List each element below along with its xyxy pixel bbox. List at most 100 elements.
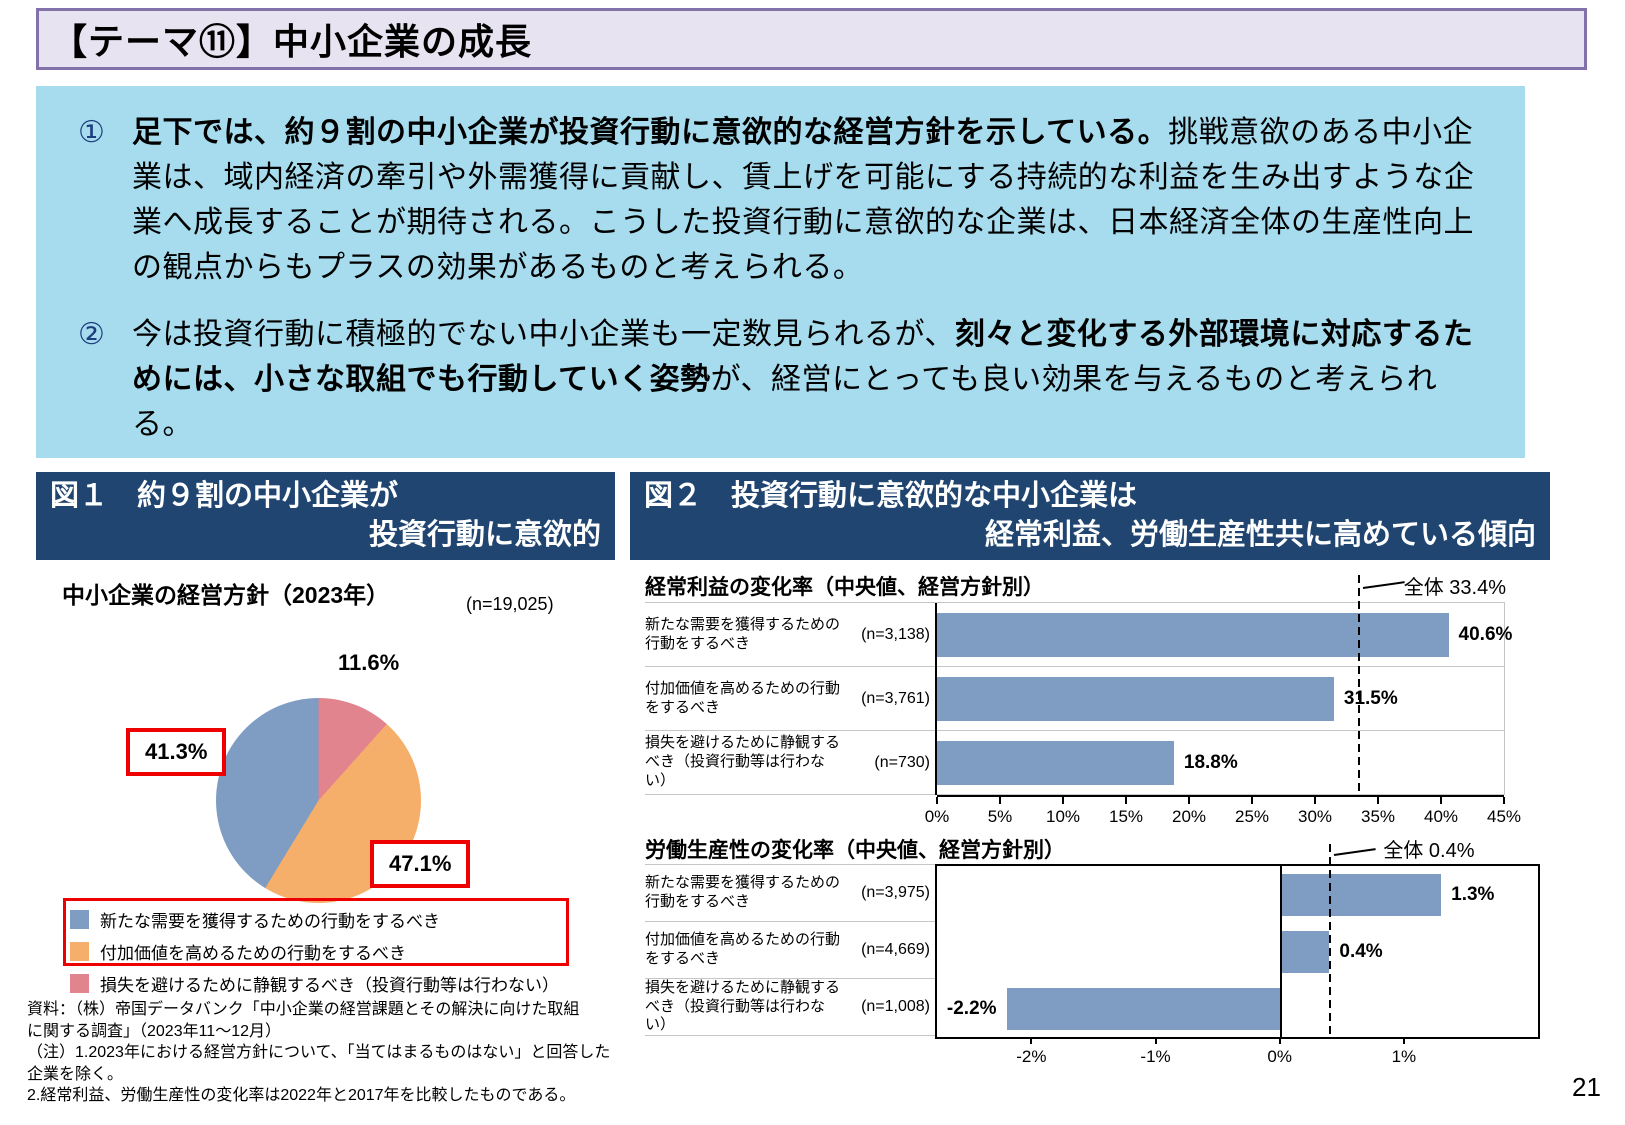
bar (1279, 873, 1442, 916)
bar-value-label: 31.5% (1343, 687, 1398, 709)
source-line: 2.経常利益、労働生産性の変化率は2022年と2017年を比較したものである。 (27, 1087, 576, 1105)
category-label: 新たな需要を獲得するための 行動をするべき (645, 615, 841, 652)
point-text: 今は投資行動に積極的でない中小企業も一定数見られるが、刻々と変化する外部環境に対… (132, 312, 1495, 447)
x-tick-label: 0% (1267, 1047, 1293, 1066)
legend-item: 付加価値を高めるための行動をするべき (70, 935, 575, 967)
legend-label: 損失を避けるために静観するべき（投資行動等は行わない） (100, 975, 559, 995)
overall-label: 全体 33.4% (1403, 577, 1506, 599)
summary-point-1: ① 足下では、約９割の中小企業が投資行動に意欲的な経営方針を示している。挑戦意欲… (78, 110, 1495, 290)
bar-row: 1.3% (937, 866, 1538, 923)
pie-chart-title: 中小企業の経営方針（2023年） (62, 582, 390, 608)
overall-label: 全体 0.4% (1383, 840, 1475, 862)
bar-row: 31.5% (937, 667, 1504, 731)
fig1-header-line2: 投資行動に意欲的 (368, 519, 601, 551)
zero-baseline (1279, 866, 1282, 1037)
bar-row: 18.8% (937, 731, 1504, 795)
legend-item: 損失を避けるために静観するべき（投資行動等は行わない） (70, 967, 575, 999)
category-n: (n=730) (874, 753, 930, 771)
category-label: 新たな需要を獲得するための 行動をするべき (645, 874, 841, 910)
plot-area: 1.3% 0.4% -2.2% 全体 0.4% -2% -1% 0% 1% (935, 840, 1540, 1066)
x-tick-mark (1440, 797, 1442, 804)
plot-area: 40.6% 31.5% 18.8% 全体 33.4% 0% 5% 10% 15% 20%… (925, 575, 1521, 826)
page-title-text: 【テーマ⑪】中小企業の成長 (51, 21, 533, 62)
fig1-header: 図１ 約９割の中小企業が 投資行動に意欲的 (36, 472, 615, 560)
category-n: (n=3,975) (861, 884, 930, 901)
x-tick-mark (936, 797, 938, 804)
category-label-cell: 損失を避けるために静観する べき（投資行動等は行わな い） (n=730) (645, 731, 935, 795)
point-number: ① (78, 116, 105, 149)
point-number: ② (78, 318, 105, 351)
point-text: 足下では、約９割の中小企業が投資行動に意欲的な経営方針を示している。挑戦意欲のあ… (132, 110, 1495, 290)
pie-value-box-blue: 41.3% (126, 728, 227, 776)
category-labels: 新たな需要を獲得するための 行動をするべき (n=3,138) 付加価値を高める… (645, 603, 935, 795)
bar (937, 612, 1449, 657)
x-tick-mark (1503, 797, 1505, 804)
point-pre-text: 今は投資行動に積極的でない中小企業も一定数見られるが、 (132, 318, 955, 351)
x-tick-mark (1278, 1037, 1281, 1044)
point-post-text: が、経営にとっても良い効果を与えるものと考えられる。 (132, 363, 1438, 441)
callout-line (1334, 848, 1377, 856)
bar-value-label: 1.3% (1451, 883, 1495, 905)
category-label-cell: 新たな需要を獲得するための 行動をするべき (n=3,138) (645, 603, 935, 667)
legend-swatch-orange (70, 941, 89, 961)
x-tick-mark (1062, 797, 1064, 804)
legend-swatch-pink (70, 973, 89, 993)
bar-value-label: 0.4% (1339, 940, 1383, 962)
profit-change-chart: 新たな需要を獲得するための 行動をするべき (n=3,138) 付加価値を高める… (645, 575, 1521, 826)
category-n: (n=4,669) (861, 941, 930, 958)
pie-sample-size: (n=19,025) (466, 594, 554, 614)
point-bold-text: 刻々と変化する外部環境に対応するためには、小さな取組でも行動していく姿勢 (132, 318, 1474, 396)
category-label: 付加価値を高めるための行動 をするべき (645, 931, 841, 967)
category-n: (n=3,761) (861, 689, 930, 707)
x-tick-mark (1377, 797, 1379, 804)
summary-box: ① 足下では、約９割の中小企業が投資行動に意欲的な経営方針を示している。挑戦意欲… (36, 86, 1525, 458)
source-line: （注）1.2023年における経営方針について、「当てはまるものはない」と回答した (27, 1044, 611, 1062)
fig1-header-line1: 図１ 約９割の中小企業が (50, 480, 399, 512)
bar-row: -2.2% (937, 980, 1538, 1037)
source-line: 企業を除く。 (27, 1065, 124, 1083)
x-tick-label: 10% (1045, 807, 1081, 826)
x-tick-label: -1% (1140, 1047, 1171, 1066)
chart-body: 新たな需要を獲得するための 行動をするべき (n=3,975) 付加価値を高める… (645, 840, 1540, 1066)
category-label: 損失を避けるために静観する べき（投資行動等は行わな い） (645, 734, 841, 789)
productivity-chart-title: 労働生産性の変化率（中央値、経営方針別） (645, 839, 1065, 862)
source-note: 資料：（株）帝国データバンク「中小企業の経営課題とその解決に向けた取組 に関する… (27, 999, 637, 1107)
source-line: 資料：（株）帝国データバンク「中小企業の経営課題とその解決に向けた取組 (27, 1001, 580, 1018)
category-label-cell: 損失を避けるために静観する べき（投資行動等は行わな い） (n=1,008) (645, 979, 935, 1036)
x-tick-mark (1314, 797, 1316, 804)
x-tick-mark (1251, 797, 1253, 804)
x-tick-label: 40% (1423, 807, 1459, 826)
category-labels: 新たな需要を獲得するための 行動をするべき (n=3,975) 付加価値を高める… (645, 864, 935, 1039)
chart-body: 新たな需要を獲得するための 行動をするべき (n=3,138) 付加価値を高める… (645, 575, 1521, 826)
page-title: 【テーマ⑪】中小企業の成長 (36, 8, 1587, 70)
x-tick-label: 30% (1297, 807, 1333, 826)
bar (1279, 930, 1330, 973)
fig2-header-line2: 経常利益、労働生産性共に高めている傾向 (984, 519, 1536, 551)
x-tick-mark (999, 797, 1001, 804)
pie-legend: 新たな需要を獲得するための行動をするべき 付加価値を高めるための行動をするべき … (70, 903, 575, 999)
category-label-cell: 付加価値を高めるための行動 をするべき (n=4,669) (645, 922, 935, 979)
x-tick-label: 5% (987, 807, 1013, 826)
point-bold-text: 足下では、約９割の中小企業が投資行動に意欲的な経営方針を示している。 (132, 116, 1169, 149)
x-tick-label: 45% (1486, 807, 1522, 826)
fig2-header-line1: 図２ 投資行動に意欲的な中小企業は (644, 480, 1138, 512)
bar (1006, 987, 1280, 1030)
x-tick-mark (1154, 1037, 1157, 1044)
callout-line (1362, 581, 1405, 589)
x-tick-label: -2% (1016, 1047, 1047, 1066)
overall-dashed-line (1329, 844, 1332, 1039)
x-tick-mark (1125, 797, 1127, 804)
pie-value-box-orange: 47.1% (370, 840, 471, 888)
bar-row: 0.4% (937, 923, 1538, 980)
x-tick-label: 15% (1108, 807, 1144, 826)
pie-value-label-pink: 11.6% (338, 650, 400, 675)
x-tick-label: 25% (1234, 807, 1270, 826)
fig2-header: 図２ 投資行動に意欲的な中小企業は 経常利益、労働生産性共に高めている傾向 (630, 472, 1550, 560)
legend-swatch-blue (70, 909, 89, 929)
bar-value-label: 18.8% (1183, 751, 1238, 773)
x-axis: -2% -1% 0% 1% (937, 1037, 1538, 1073)
profit-chart-title: 経常利益の変化率（中央値、経営方針別） (645, 576, 1044, 599)
category-n: (n=3,138) (861, 625, 930, 643)
legend-label: 新たな需要を獲得するための行動をするべき (100, 911, 440, 931)
